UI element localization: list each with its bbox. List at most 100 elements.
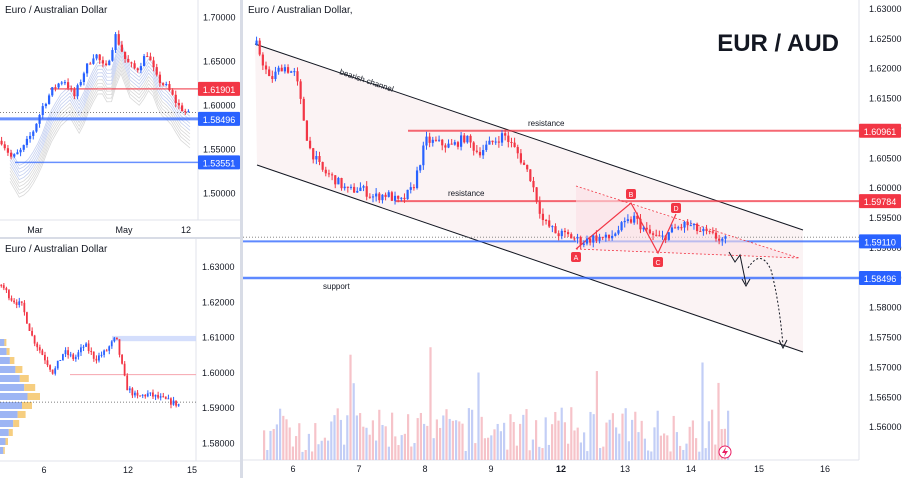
main-volume-bar <box>599 447 602 460</box>
main-level-0-tag-label: 1.60961 <box>864 127 897 137</box>
bl-volume-profile-bar <box>0 339 5 346</box>
main-x-tick-label: 12 <box>556 464 566 474</box>
bl-candle <box>157 394 159 398</box>
main-resistance-label: resistance <box>528 119 565 128</box>
main-volume-bar <box>663 433 666 460</box>
main-volume-bar <box>381 424 384 460</box>
tl-x-tick-label: Mar <box>27 225 43 235</box>
main-candle <box>324 169 327 174</box>
tl-level-0-tag <box>198 81 240 96</box>
main-volume-bar <box>586 451 589 460</box>
bl-volume-profile-bar <box>0 375 20 382</box>
main-candle <box>576 236 579 239</box>
main-volume-bar <box>528 450 531 460</box>
horizontal-divider[interactable] <box>0 237 240 239</box>
main-candle <box>648 229 652 234</box>
bl-y-tick-label: 1.62000 <box>202 297 235 307</box>
main-volume-bar <box>298 423 301 460</box>
main-candle <box>422 145 425 166</box>
bottom-left-chart-svg[interactable]: 1.63000 1.62000 1.61000 1.60000 1.59000 1.580… <box>0 239 240 478</box>
main-volume-bar <box>535 420 538 460</box>
main-x-tick-label: 15 <box>754 464 764 474</box>
main-chart-svg[interactable]: 1.630001.625001.620001.615001.610001.605… <box>243 0 909 478</box>
bl-volume-profile-bar <box>17 411 26 418</box>
bl-candle <box>116 337 118 340</box>
main-candle <box>478 151 482 156</box>
main-volume-bar <box>618 433 621 460</box>
main-volume-bar <box>275 424 278 460</box>
main-candle <box>686 221 689 226</box>
main-candle <box>680 227 683 229</box>
main-candle <box>658 235 661 237</box>
main-y-tick-label: 1.60500 <box>869 153 902 163</box>
bl-volume-profile-bar <box>0 384 25 391</box>
main-candle <box>321 161 324 170</box>
bl-candle <box>72 354 75 360</box>
main-candle <box>529 169 532 181</box>
main-candle <box>645 227 648 230</box>
main-candle <box>466 135 469 143</box>
main-candle <box>434 139 438 141</box>
bl-candle <box>10 298 13 301</box>
bl-candle <box>23 302 26 313</box>
bl-volume-profile-bar <box>0 357 10 364</box>
top-left-chart-svg[interactable]: 1.70000 1.65000 1.60000 1.55000 1.50000 Mar Ma… <box>0 0 240 237</box>
main-volume-bar <box>445 409 448 460</box>
tl-candle <box>32 131 35 136</box>
main-volume-bar <box>269 430 272 460</box>
main-volume-bar <box>410 446 413 460</box>
main-pattern-point-c <box>653 257 663 267</box>
main-candle <box>607 234 611 239</box>
bl-candle <box>175 400 177 406</box>
tl-candle <box>51 87 54 96</box>
main-candle <box>283 67 286 72</box>
main-volume-bar <box>291 446 294 460</box>
main-candle <box>296 71 299 82</box>
bl-candle <box>121 354 123 364</box>
tl-ma-ribbon-line <box>9 51 191 177</box>
main-candle <box>696 223 699 232</box>
main-candle <box>375 193 378 197</box>
bl-y-tick-label: 1.63000 <box>202 262 235 272</box>
bl-candle <box>77 352 80 357</box>
main-candle <box>475 150 478 152</box>
main-chart-panel[interactable]: Euro / Australian Dollar, EUR / AUD 1.63… <box>243 0 909 478</box>
bl-candle <box>0 284 3 286</box>
top-left-chart-panel[interactable]: Euro / Australian Dollar 1.70000 1.65000 1… <box>0 0 240 237</box>
tl-level-0-tag-label: 1.61901 <box>203 85 236 95</box>
bl-candle <box>31 330 33 336</box>
main-candle <box>409 187 412 190</box>
main-candle <box>450 143 453 145</box>
main-volume-bar <box>650 451 653 460</box>
main-volume-bar <box>461 423 464 460</box>
main-volume-bar <box>429 347 432 460</box>
main-resistance-label: resistance <box>448 189 485 198</box>
main-pattern-point-label: B <box>629 192 634 199</box>
main-volume-bar <box>378 409 381 460</box>
main-candle <box>614 233 617 236</box>
main-candle <box>381 194 384 201</box>
bl-candle <box>98 355 100 361</box>
bl-y-tick-label: 1.60000 <box>202 368 235 378</box>
main-volume-bar <box>506 449 509 460</box>
main-candle <box>393 195 397 201</box>
bl-candle <box>134 392 136 396</box>
bl-candle <box>33 335 36 344</box>
main-volume-bar <box>323 437 326 460</box>
tl-candle <box>95 54 98 59</box>
main-candle <box>356 190 359 193</box>
bottom-left-chart-panel[interactable]: Euro / Australian Dollar 1.63000 1.62000 1… <box>0 239 240 478</box>
bl-candle <box>28 323 31 331</box>
main-candle <box>274 71 277 80</box>
main-x-tick-label: 7 <box>356 464 361 474</box>
bl-volume-profile-bar <box>13 420 20 427</box>
main-candle <box>526 164 529 170</box>
main-candle <box>689 225 692 227</box>
main-volume-bar <box>471 409 474 460</box>
vertical-divider[interactable] <box>240 0 243 478</box>
bl-candle <box>90 351 93 353</box>
main-volume-bar <box>503 422 506 460</box>
bl-candle <box>36 343 39 348</box>
main-volume-bar <box>339 419 342 460</box>
main-volume-bar <box>266 450 269 460</box>
